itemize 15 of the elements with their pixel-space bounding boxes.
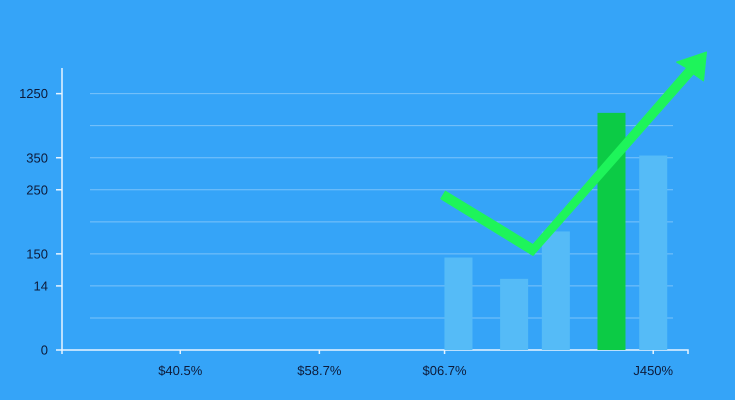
x-tick-label: $40.5% <box>158 363 203 378</box>
x-tick-label: $06.7% <box>422 363 468 378</box>
text: 350 <box>26 150 48 166</box>
bar <box>444 258 472 350</box>
bar <box>597 112 626 350</box>
text: 250 <box>26 182 48 198</box>
bar <box>639 156 668 350</box>
bar <box>542 231 570 350</box>
text: 1250 <box>19 86 48 102</box>
x-tick-label: J450% <box>633 363 674 378</box>
text: 150 <box>26 246 48 262</box>
text: 14 <box>34 278 48 294</box>
x-tick-label: $58.7% <box>297 363 342 378</box>
bar <box>500 278 528 350</box>
text: 0 <box>40 342 48 358</box>
